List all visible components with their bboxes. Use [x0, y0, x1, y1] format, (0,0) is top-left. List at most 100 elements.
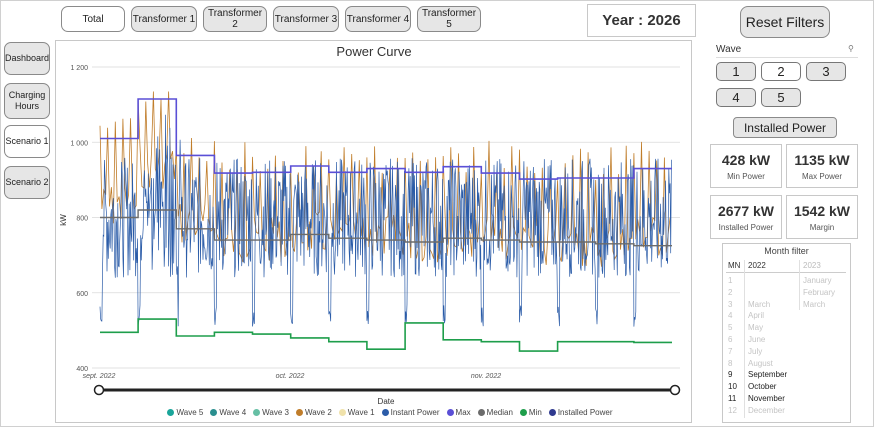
x-tick-label: sept. 2022 — [83, 373, 116, 380]
legend-swatch — [477, 409, 485, 416]
date-slider-end-handle[interactable] — [669, 384, 681, 396]
month-2022-item[interactable]: November — [748, 394, 785, 403]
legend-swatch — [338, 409, 346, 416]
legend-swatch — [167, 409, 175, 416]
nav-dashboard-label: Dashboard — [4, 53, 50, 63]
legend-item[interactable]: Wave 3 — [253, 408, 289, 417]
month-number[interactable]: 9 — [728, 370, 733, 380]
month-number[interactable]: 8 — [728, 358, 733, 368]
month-2022-item[interactable]: May — [748, 323, 764, 333]
month-col-2022[interactable]: 2022 — [748, 261, 766, 270]
month-number[interactable]: 1 — [728, 276, 733, 285]
kpi-value: 1542 kW — [793, 202, 851, 219]
kpi-label: Installed Power — [718, 222, 774, 232]
month-col-divider — [744, 260, 745, 418]
kpi-installed-power: 2677 kW Installed Power — [710, 195, 782, 239]
legend-item[interactable]: Min — [519, 408, 542, 417]
month-number[interactable]: 7 — [728, 346, 733, 356]
y-tick-label: 600 — [76, 291, 88, 298]
kpi-value: 1135 kW — [794, 151, 850, 168]
x-tick-label: nov. 2022 — [471, 373, 501, 380]
wave-1-button[interactable]: 1 — [716, 62, 756, 81]
kpi-label: Margin — [809, 222, 835, 232]
tab-transformer-3[interactable]: Transformer 3 — [273, 6, 339, 32]
wave-4-button[interactable]: 4 — [716, 88, 756, 107]
month-2022-item[interactable]: July — [748, 346, 763, 356]
nav-charging-hours-button[interactable]: Charging Hours — [4, 83, 50, 119]
month-number[interactable]: 6 — [728, 335, 733, 344]
tab-transformer-1[interactable]: Transformer 1 — [131, 6, 197, 32]
month-2022-item[interactable]: September — [748, 370, 788, 380]
legend-item[interactable]: Wave 4 — [210, 408, 246, 417]
tab-transformer-5[interactable]: Transformer 5 — [417, 6, 481, 32]
tab-transformer-2[interactable]: Transformer 2 — [203, 6, 267, 32]
month-col-mn[interactable]: MN — [728, 261, 741, 270]
tab-label: Transformer 2 — [207, 8, 263, 30]
month-2023-item[interactable]: February — [803, 287, 836, 297]
reset-filters-button[interactable]: Reset Filters — [740, 6, 830, 38]
legend-label: Wave 2 — [304, 408, 332, 417]
year-label: Year : 2026 — [602, 12, 681, 29]
nav-dashboard-button[interactable]: Dashboard — [4, 42, 50, 75]
tab-transformer-4[interactable]: Transformer 4 — [345, 6, 411, 32]
month-2022-item[interactable]: December — [748, 405, 785, 415]
date-slider-start-handle[interactable] — [93, 384, 105, 396]
legend-swatch — [446, 409, 454, 416]
legend-label: Median — [486, 408, 513, 417]
wave-2-button[interactable]: 2 — [761, 62, 801, 81]
month-number[interactable]: 3 — [728, 299, 733, 309]
month-2022-item[interactable]: August — [748, 358, 773, 368]
month-number[interactable]: 11 — [728, 394, 737, 403]
month-number[interactable]: 5 — [728, 323, 733, 333]
tab-total[interactable]: Total — [61, 6, 125, 32]
month-number[interactable]: 2 — [728, 287, 733, 297]
month-col-2023[interactable]: 2023 — [803, 261, 821, 270]
nav-scenario-1-label: Scenario 1 — [5, 136, 49, 146]
year-card: Year : 2026 — [587, 4, 696, 37]
wave-option-label: 4 — [732, 90, 740, 105]
legend-item[interactable]: Installed Power — [548, 408, 613, 417]
month-number[interactable]: 12 — [728, 405, 737, 415]
pin-icon[interactable]: ⚲ — [848, 44, 854, 53]
tab-label: Transformer 1 — [132, 13, 196, 25]
month-2023-item[interactable]: March — [803, 299, 826, 309]
legend-label: Instant Power — [390, 408, 440, 417]
wave-5-button[interactable]: 5 — [761, 88, 801, 107]
wave-title-underline — [716, 57, 858, 58]
kpi-margin: 1542 kW Margin — [786, 195, 858, 239]
legend-label: Min — [528, 408, 542, 417]
legend-swatch — [210, 409, 218, 416]
chart-card — [55, 40, 692, 423]
y-axis-label: kW — [59, 214, 68, 226]
legend-item[interactable]: Instant Power — [381, 408, 440, 417]
month-2023-item[interactable]: January — [803, 276, 832, 285]
legend-label: Wave 1 — [347, 408, 375, 417]
max-step-line — [100, 98, 672, 180]
month-number[interactable]: 10 — [728, 382, 737, 392]
legend-item[interactable]: Wave 1 — [338, 408, 375, 417]
legend-item[interactable]: Max — [446, 408, 471, 417]
y-tick-label: 1 200 — [70, 65, 88, 72]
month-2022-item[interactable]: April — [748, 311, 765, 321]
legend-item[interactable]: Wave 5 — [167, 408, 203, 417]
wave-option-label: 3 — [822, 64, 830, 79]
installed-power-button[interactable]: Installed Power — [733, 117, 837, 138]
month-2022-item[interactable]: October — [748, 382, 777, 392]
kpi-label: Min Power — [727, 171, 765, 181]
chart-title: Power Curve — [336, 44, 411, 59]
month-2022-item[interactable]: June — [748, 335, 766, 344]
legend-item[interactable]: Median — [477, 408, 513, 417]
month-number[interactable]: 4 — [728, 311, 733, 321]
nav-scenario-2-button[interactable]: Scenario 2 — [4, 166, 50, 199]
nav-scenario-1-button[interactable]: Scenario 1 — [4, 125, 50, 158]
median-step-line — [100, 209, 672, 247]
kpi-max-power: 1135 kW Max Power — [786, 144, 858, 188]
legend-item[interactable]: Wave 2 — [295, 408, 332, 417]
y-tick-label: 1 000 — [70, 140, 88, 147]
kpi-value: 2677 kW — [717, 202, 775, 219]
wave-3-button[interactable]: 3 — [806, 62, 846, 81]
legend-label: Installed Power — [557, 408, 613, 417]
month-2022-item[interactable]: March — [748, 299, 771, 309]
wave-option-label: 5 — [777, 90, 785, 105]
